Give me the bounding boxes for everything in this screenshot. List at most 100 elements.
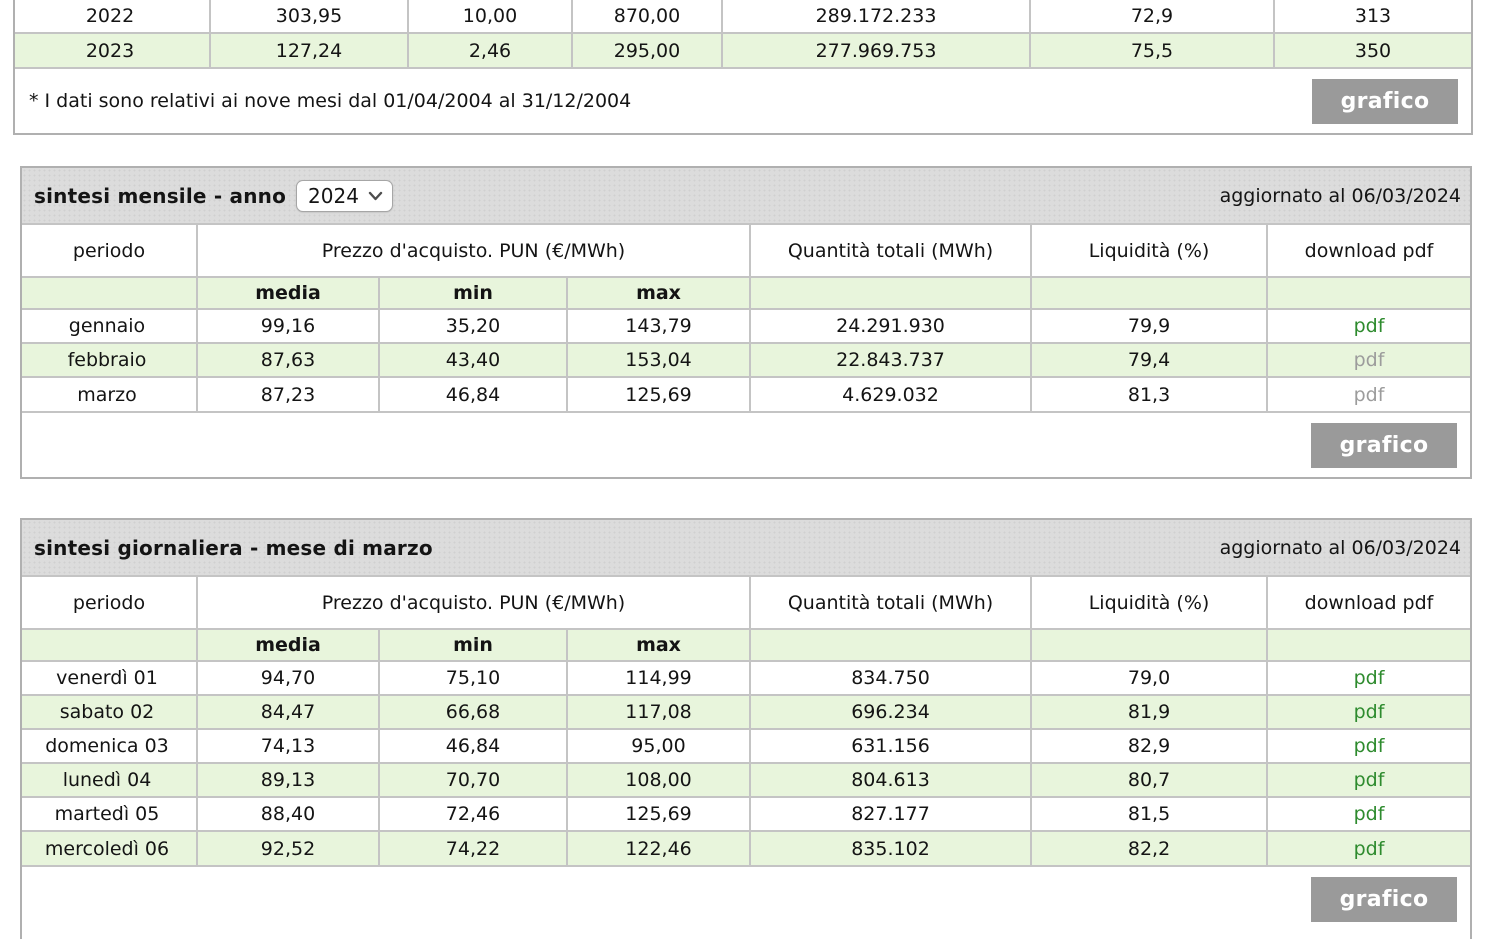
daily-title-band: sintesi giornaliera - mese di marzo aggi… [22, 520, 1470, 577]
cell-empty [749, 276, 1033, 310]
grafico-button[interactable]: grafico [1311, 423, 1457, 468]
cell-min: 74,22 [378, 830, 568, 866]
cell-quantita: 631.156 [749, 728, 1033, 764]
cell-media: 99,16 [196, 308, 380, 344]
subheader-media: media [196, 276, 380, 310]
header-liquidita: Liquidità (%) [1030, 224, 1269, 278]
cell-min: 2,46 [407, 32, 573, 68]
cell-quantita: 696.234 [749, 694, 1033, 730]
header-liquidita: Liquidità (%) [1030, 576, 1269, 630]
subheader-min: min [378, 628, 568, 662]
pdf-link[interactable]: pdf [1266, 728, 1471, 764]
cell-media: 92,52 [196, 830, 380, 866]
header-row: periodo Prezzo d'acquisto. PUN (€/MWh) Q… [21, 576, 1471, 630]
cell-max: 125,69 [565, 796, 752, 832]
cell-liquidita: 82,9 [1030, 728, 1269, 764]
cell-quantita: 289.172.233 [721, 0, 1031, 34]
cell-quantita: 22.843.737 [749, 342, 1033, 378]
table-row: lunedì 04 89,13 70,70 108,00 804.613 80,… [21, 762, 1471, 798]
daily-button-area: grafico [22, 865, 1470, 939]
cell-liquidita: 80,7 [1030, 762, 1269, 798]
pdf-link[interactable]: pdf [1266, 762, 1471, 798]
header-download-pdf: download pdf [1266, 576, 1471, 630]
pdf-link-disabled: pdf [1266, 342, 1471, 378]
cell-periodo: domenica 03 [21, 728, 198, 764]
cell-media: 87,23 [196, 376, 380, 412]
cell-periodo: venerdì 01 [21, 660, 198, 696]
cell-min: 70,70 [378, 762, 568, 798]
cell-min: 75,10 [378, 660, 568, 696]
yearly-summary-panel: 2022 303,95 10,00 870,00 289.172.233 72,… [13, 0, 1473, 135]
subheader-row: media min max [21, 628, 1471, 662]
section-title: sintesi mensile - anno [34, 183, 287, 208]
cell-media: 88,40 [196, 796, 380, 832]
cell-quantita: 4.629.032 [749, 376, 1033, 412]
header-periodo: periodo [21, 224, 198, 278]
cell-quantita: 827.177 [749, 796, 1033, 832]
cell-max: 295,00 [571, 32, 723, 68]
cell-liquidita: 82,2 [1030, 830, 1269, 866]
cell-min: 46,84 [378, 376, 568, 412]
subheader-min: min [378, 276, 568, 310]
cell-min: 43,40 [378, 342, 568, 378]
year-select[interactable]: 2024 [296, 179, 393, 212]
cell-media: 94,70 [196, 660, 380, 696]
pdf-link[interactable]: pdf [1266, 830, 1471, 866]
cell-empty [1266, 628, 1471, 662]
cell-liquidita: 79,9 [1030, 308, 1269, 344]
pdf-link[interactable]: pdf [1266, 694, 1471, 730]
pdf-link[interactable]: pdf [1266, 308, 1471, 344]
pdf-link[interactable]: pdf [1266, 796, 1471, 832]
cell-quantita: 277.969.753 [721, 32, 1031, 68]
daily-table: periodo Prezzo d'acquisto. PUN (€/MWh) Q… [21, 576, 1471, 866]
table-row: 2022 303,95 10,00 870,00 289.172.233 72,… [14, 0, 1472, 34]
subheader-max: max [565, 628, 752, 662]
header-quantita: Quantità totali (MWh) [749, 224, 1033, 278]
monthly-table: periodo Prezzo d'acquisto. PUN (€/MWh) Q… [21, 224, 1471, 412]
cell-empty [21, 276, 198, 310]
cell-max: 153,04 [565, 342, 752, 378]
grafico-button[interactable]: grafico [1312, 78, 1458, 124]
cell-min: 10,00 [407, 0, 573, 34]
cell-quantita: 834.750 [749, 660, 1033, 696]
cell-liquidita: 81,3 [1030, 376, 1269, 412]
header-download-pdf: download pdf [1266, 224, 1471, 278]
cell-media: 127,24 [209, 32, 409, 68]
cell-quantita: 835.102 [749, 830, 1033, 866]
grafico-button[interactable]: grafico [1311, 877, 1457, 922]
subheader-row: media min max [21, 276, 1471, 310]
cell-max: 117,08 [565, 694, 752, 730]
pdf-link-disabled: pdf [1266, 376, 1471, 412]
table-row: domenica 03 74,13 46,84 95,00 631.156 82… [21, 728, 1471, 764]
cell-count: 313 [1273, 0, 1472, 34]
cell-media: 89,13 [196, 762, 380, 798]
cell-max: 125,69 [565, 376, 752, 412]
cell-empty [1030, 276, 1269, 310]
updated-label: aggiornato al 06/03/2024 [1219, 536, 1461, 559]
cell-liquidita: 72,9 [1029, 0, 1275, 34]
cell-periodo: mercoledì 06 [21, 830, 198, 866]
table-row: mercoledì 06 92,52 74,22 122,46 835.102 … [21, 830, 1471, 866]
monthly-summary-panel: sintesi mensile - anno 2024 aggiornato a… [20, 166, 1472, 479]
cell-empty [749, 628, 1033, 662]
cell-periodo: 2022 [14, 0, 211, 34]
cell-periodo: gennaio [21, 308, 198, 344]
header-prezzo: Prezzo d'acquisto. PUN (€/MWh) [195, 576, 752, 630]
updated-label: aggiornato al 06/03/2024 [1219, 184, 1461, 207]
cell-count: 350 [1273, 32, 1472, 68]
cell-periodo: sabato 02 [21, 694, 198, 730]
pdf-link[interactable]: pdf [1266, 660, 1471, 696]
cell-media: 87,63 [196, 342, 380, 378]
header-row: periodo Prezzo d'acquisto. PUN (€/MWh) Q… [21, 224, 1471, 278]
header-periodo: periodo [21, 576, 198, 630]
cell-empty [21, 628, 198, 662]
chevron-down-icon [368, 191, 383, 200]
cell-quantita: 24.291.930 [749, 308, 1033, 344]
cell-min: 46,84 [378, 728, 568, 764]
yearly-table: 2022 303,95 10,00 870,00 289.172.233 72,… [14, 0, 1472, 68]
cell-liquidita: 81,5 [1030, 796, 1269, 832]
cell-empty [1030, 628, 1269, 662]
cell-max: 122,46 [565, 830, 752, 866]
cell-liquidita: 81,9 [1030, 694, 1269, 730]
